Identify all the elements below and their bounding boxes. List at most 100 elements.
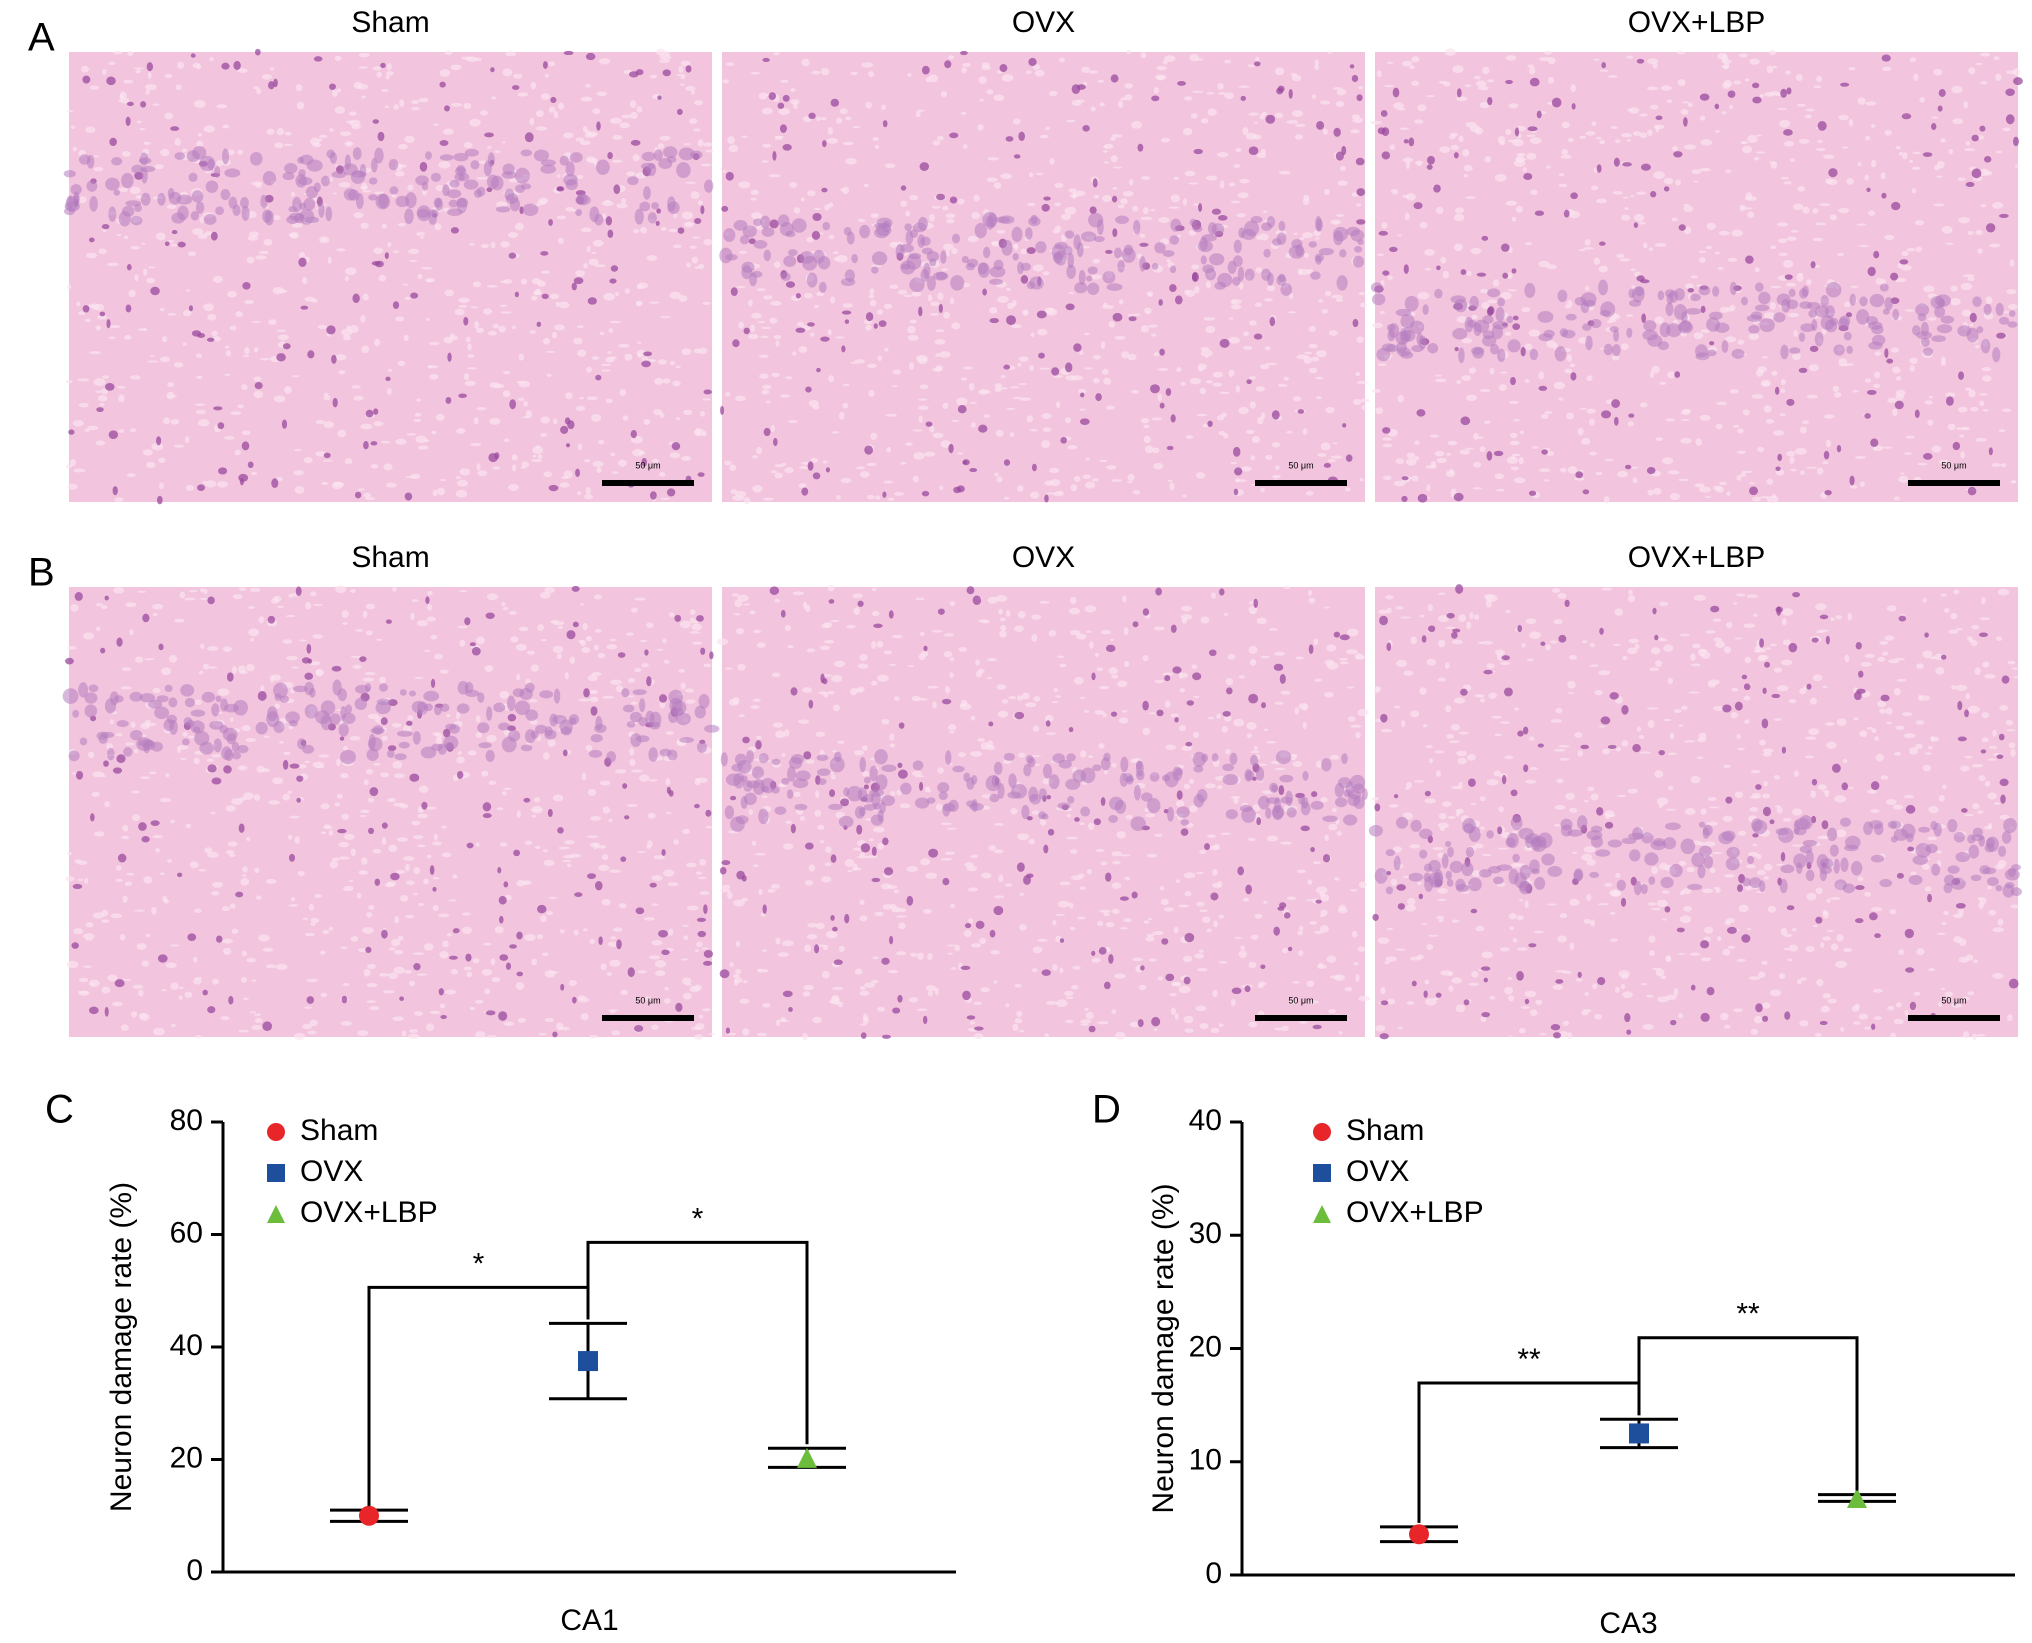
texture <box>1998 429 2006 433</box>
texture <box>722 79 730 84</box>
texture <box>1083 709 1090 713</box>
texture <box>640 226 648 234</box>
texture <box>100 605 108 610</box>
texture <box>1610 126 1618 130</box>
texture <box>1353 962 1359 966</box>
texture <box>1791 353 1801 361</box>
cell-layer <box>874 227 889 239</box>
cell-layer <box>116 720 129 728</box>
texture <box>1057 655 1065 659</box>
texture <box>1191 264 1200 270</box>
cell <box>590 706 598 716</box>
texture <box>1189 377 1202 385</box>
cell <box>833 959 843 966</box>
texture <box>1112 860 1121 865</box>
texture <box>1171 982 1181 987</box>
texture <box>65 876 75 882</box>
texture <box>160 356 171 363</box>
texture <box>358 66 368 69</box>
texture <box>475 842 480 848</box>
cell <box>878 320 887 327</box>
texture <box>496 201 508 208</box>
texture <box>937 767 944 774</box>
texture <box>187 735 196 739</box>
texture <box>413 892 419 896</box>
texture <box>1779 119 1791 128</box>
cell <box>471 646 481 656</box>
texture <box>388 972 398 980</box>
cell-layer <box>140 192 151 206</box>
texture <box>1330 219 1342 225</box>
texture <box>1965 141 1971 146</box>
texture <box>425 318 430 321</box>
texture <box>866 855 878 859</box>
texture <box>1126 49 1131 55</box>
texture <box>1029 365 1034 372</box>
cell-layer <box>233 699 248 716</box>
cell-layer <box>423 690 440 702</box>
texture <box>1182 494 1188 498</box>
cell <box>719 969 730 979</box>
cell-layer <box>1915 303 1930 317</box>
texture <box>1538 468 1551 472</box>
texture <box>1543 479 1550 482</box>
texture <box>945 686 951 694</box>
texture <box>1296 930 1304 936</box>
texture <box>733 613 741 616</box>
texture <box>1299 237 1305 241</box>
cell <box>571 282 577 291</box>
texture <box>1463 164 1473 172</box>
cell <box>108 430 119 440</box>
cell <box>1901 113 1912 120</box>
texture <box>1933 68 1943 76</box>
texture <box>651 458 659 463</box>
texture <box>1593 257 1601 265</box>
texture <box>697 139 704 147</box>
cell-layer <box>606 751 617 763</box>
cell <box>1456 88 1462 98</box>
texture <box>486 593 498 601</box>
cell-layer <box>1025 227 1033 240</box>
cell <box>949 132 959 139</box>
texture <box>750 71 761 75</box>
texture <box>1210 592 1216 599</box>
texture <box>719 888 731 893</box>
texture <box>981 65 992 71</box>
cell <box>380 717 388 726</box>
cell-layer <box>1599 309 1611 317</box>
texture <box>227 841 238 847</box>
cell-layer <box>643 186 651 200</box>
cell-layer <box>89 195 98 212</box>
cell <box>575 468 580 478</box>
texture <box>726 1032 737 1036</box>
texture <box>1073 476 1081 483</box>
cell <box>960 965 971 970</box>
texture <box>587 674 598 682</box>
texture <box>1914 220 1925 226</box>
cell <box>635 907 645 915</box>
cell-layer <box>1759 318 1775 333</box>
texture <box>675 417 681 421</box>
texture <box>1199 1023 1209 1030</box>
texture <box>131 790 140 794</box>
cell-layer <box>337 688 347 702</box>
texture <box>1212 882 1220 888</box>
texture <box>1560 154 1572 159</box>
cell-layer <box>1629 299 1642 307</box>
texture <box>200 643 205 649</box>
texture <box>1783 259 1794 268</box>
texture <box>395 869 406 874</box>
texture <box>810 457 819 463</box>
texture <box>609 869 621 873</box>
texture <box>505 51 517 57</box>
texture <box>870 213 879 218</box>
texture <box>889 663 897 666</box>
cell-layer <box>895 244 905 259</box>
texture <box>629 100 637 108</box>
texture <box>1118 717 1129 724</box>
cell-layer <box>1209 253 1225 266</box>
texture <box>589 938 596 944</box>
texture <box>896 951 907 956</box>
texture <box>654 960 667 968</box>
texture <box>680 60 691 67</box>
